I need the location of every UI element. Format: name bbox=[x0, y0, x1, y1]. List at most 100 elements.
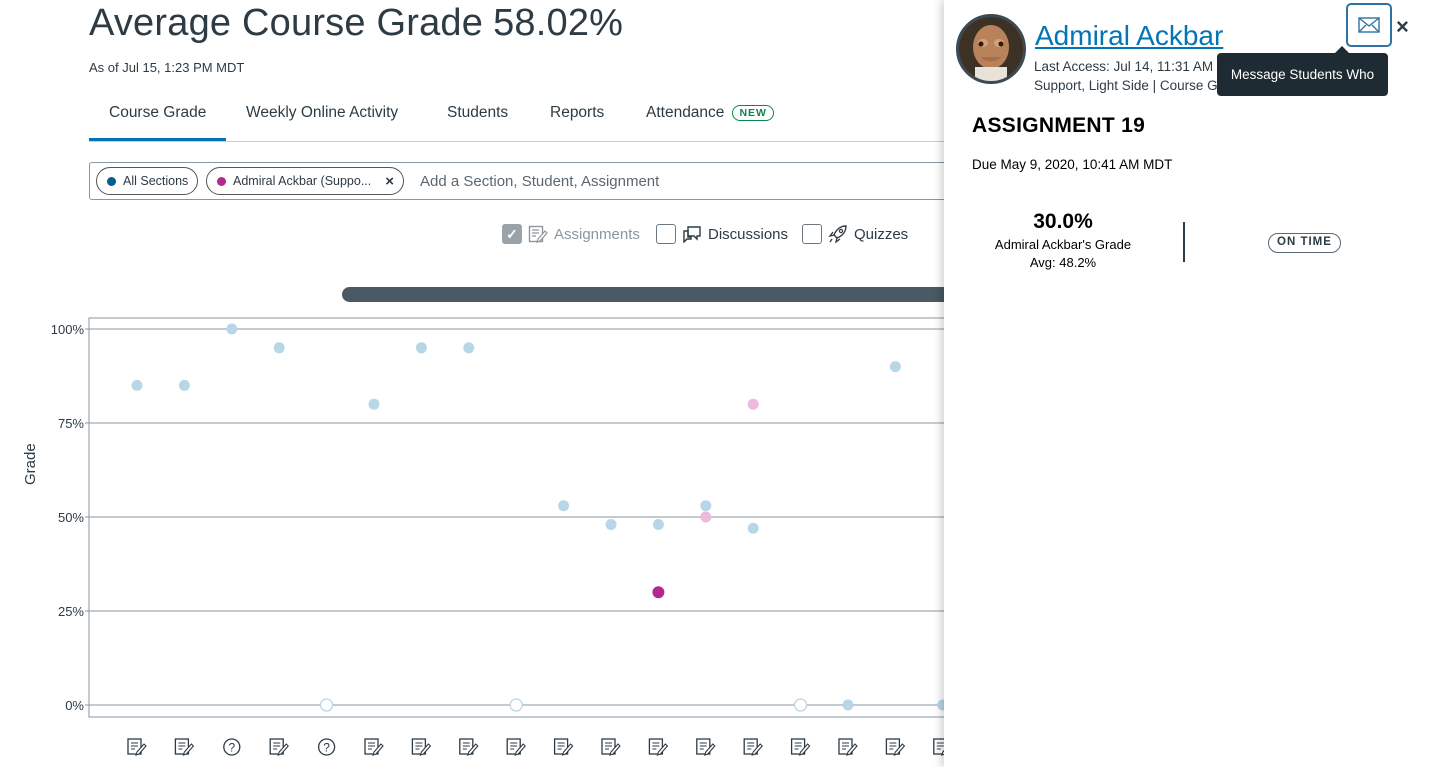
y-tick-label: 100% bbox=[51, 322, 85, 337]
course-avg-point bbox=[558, 500, 570, 512]
assignment-icon[interactable] bbox=[411, 738, 432, 756]
toggle-label: Assignments bbox=[554, 225, 640, 243]
tab-label: Attendance bbox=[646, 104, 725, 121]
course-avg-point-missing bbox=[319, 698, 334, 712]
grade-scatter-chart: 100% 75% 50% 25% 0%?? bbox=[51, 317, 960, 756]
chip-label: All Sections bbox=[123, 174, 189, 188]
chart-horizontal-scrollbar[interactable] bbox=[342, 287, 952, 302]
assignment-icon bbox=[528, 225, 548, 243]
discussion-icon bbox=[682, 225, 702, 243]
message-tooltip: Message Students Who bbox=[1217, 46, 1388, 96]
toggle-discussions[interactable]: Discussions bbox=[656, 224, 788, 244]
filter-placeholder: Add a Section, Student, Assignment bbox=[420, 173, 660, 190]
tab-course-grade[interactable]: Course Grade bbox=[89, 102, 226, 141]
avatar bbox=[956, 14, 1026, 84]
course-avg-point-missing bbox=[793, 698, 808, 712]
assignment-icon[interactable] bbox=[127, 738, 147, 756]
student-color-dot bbox=[217, 176, 226, 186]
course-avg-point bbox=[368, 398, 380, 410]
y-tick-label: 50% bbox=[58, 510, 84, 525]
y-tick-label: 75% bbox=[58, 416, 84, 431]
last-access-text: Last Access: Jul 14, 11:31 AM bbox=[1034, 59, 1214, 74]
student-point-selected[interactable] bbox=[652, 586, 665, 599]
tab-students[interactable]: Students bbox=[447, 102, 508, 141]
student-grade-label: Admiral Ackbar's Grade bbox=[994, 237, 1132, 252]
close-panel-button[interactable]: × bbox=[1396, 14, 1409, 40]
toggle-label: Quizzes bbox=[854, 225, 909, 243]
new-badge: NEW bbox=[732, 105, 774, 121]
quiz-rocket-icon bbox=[828, 225, 848, 243]
filter-input-box[interactable]: All Sections Admiral Ackbar (Suppo... × … bbox=[89, 162, 959, 200]
student-detail-panel: Admiral Ackbar Last Access: Jul 14, 11:3… bbox=[944, 0, 1430, 767]
course-avg-point bbox=[842, 699, 854, 711]
assignment-icon[interactable] bbox=[790, 738, 811, 756]
course-avg-point-missing bbox=[509, 698, 523, 712]
assignment-icon[interactable] bbox=[174, 738, 195, 756]
course-avg-point bbox=[178, 379, 190, 391]
student-sections-text: Support, Light Side | Course Gr bbox=[1034, 78, 1223, 93]
tab-attendance[interactable]: Attendance NEW bbox=[646, 102, 774, 141]
tab-label: Weekly Online Activity bbox=[246, 104, 399, 121]
remove-chip-icon[interactable]: × bbox=[385, 172, 395, 190]
page-title: Average Course Grade 58.02% bbox=[89, 2, 623, 45]
course-avg-point bbox=[747, 522, 759, 534]
envelope-icon bbox=[1358, 17, 1380, 33]
assignment-icon[interactable] bbox=[459, 738, 479, 756]
toggle-assignments[interactable]: ✓ Assignments bbox=[502, 224, 640, 244]
submission-status-badge: ON TIME bbox=[1268, 233, 1341, 253]
toggle-quizzes[interactable]: Quizzes bbox=[802, 224, 908, 244]
assignment-icon[interactable] bbox=[648, 738, 669, 756]
assignment-icon[interactable] bbox=[364, 738, 384, 756]
chip-label: Admiral Ackbar (Suppo... bbox=[233, 174, 372, 188]
assignment-icon[interactable] bbox=[506, 738, 526, 756]
quiz-icon[interactable]: ? bbox=[223, 738, 241, 756]
message-students-button[interactable] bbox=[1346, 3, 1392, 47]
course-avg-point bbox=[273, 342, 285, 354]
assignment-icon[interactable] bbox=[601, 738, 621, 756]
assignment-icon[interactable] bbox=[269, 738, 289, 756]
student-name-link[interactable]: Admiral Ackbar bbox=[1035, 20, 1224, 51]
student-score: 30.0% bbox=[1033, 210, 1093, 233]
tab-label: Reports bbox=[550, 104, 605, 121]
assignment-icon[interactable] bbox=[553, 738, 574, 756]
chip-all-sections[interactable]: All Sections bbox=[96, 167, 199, 195]
svg-text:?: ? bbox=[228, 741, 235, 755]
due-date: Due May 9, 2020, 10:41 AM MDT bbox=[972, 157, 1173, 172]
svg-text:?: ? bbox=[323, 741, 330, 755]
assignment-icon[interactable] bbox=[885, 738, 906, 756]
checkbox-discussions[interactable] bbox=[656, 224, 676, 244]
course-avg-point bbox=[226, 323, 238, 335]
average-grade-value: 58.02% bbox=[493, 2, 624, 44]
close-icon: × bbox=[1396, 14, 1409, 39]
y-tick-label: 0% bbox=[65, 698, 84, 713]
assignment-icon[interactable] bbox=[696, 738, 716, 756]
tab-reports[interactable]: Reports bbox=[550, 102, 604, 141]
course-avg-point bbox=[415, 342, 427, 354]
tab-bar: Course Grade Weekly Online Activity Stud… bbox=[89, 94, 949, 142]
course-avg-point bbox=[652, 519, 664, 531]
course-avg-point bbox=[463, 342, 475, 354]
course-avg-point bbox=[889, 361, 901, 373]
tab-weekly-online-activity[interactable]: Weekly Online Activity bbox=[246, 102, 398, 141]
quiz-icon[interactable]: ? bbox=[317, 738, 336, 756]
tab-label: Course Grade bbox=[109, 104, 207, 121]
assignment-icon[interactable] bbox=[838, 738, 858, 756]
page-title-text: Average Course Grade bbox=[89, 2, 484, 44]
student-point[interactable] bbox=[700, 511, 712, 523]
tab-label: Students bbox=[447, 104, 509, 121]
course-avg-point bbox=[605, 519, 617, 531]
score-divider bbox=[1183, 222, 1185, 262]
section-color-dot bbox=[107, 176, 116, 186]
student-point[interactable] bbox=[747, 398, 759, 410]
chip-student[interactable]: Admiral Ackbar (Suppo... × bbox=[206, 167, 405, 195]
assignment-title: ASSIGNMENT 19 bbox=[972, 114, 1146, 137]
checkbox-quizzes[interactable] bbox=[802, 224, 822, 244]
course-avg-point bbox=[700, 500, 712, 512]
score-block: 30.0% Admiral Ackbar's Grade Avg: 48.2% bbox=[972, 210, 1154, 270]
checkbox-assignments[interactable]: ✓ bbox=[502, 224, 522, 244]
assignment-icon[interactable] bbox=[743, 738, 763, 756]
as-of-timestamp: As of Jul 15, 1:23 PM MDT bbox=[89, 60, 245, 75]
average-score: Avg: 48.2% bbox=[1029, 255, 1097, 270]
course-avg-point bbox=[131, 379, 143, 391]
y-tick-label: 25% bbox=[58, 604, 84, 619]
